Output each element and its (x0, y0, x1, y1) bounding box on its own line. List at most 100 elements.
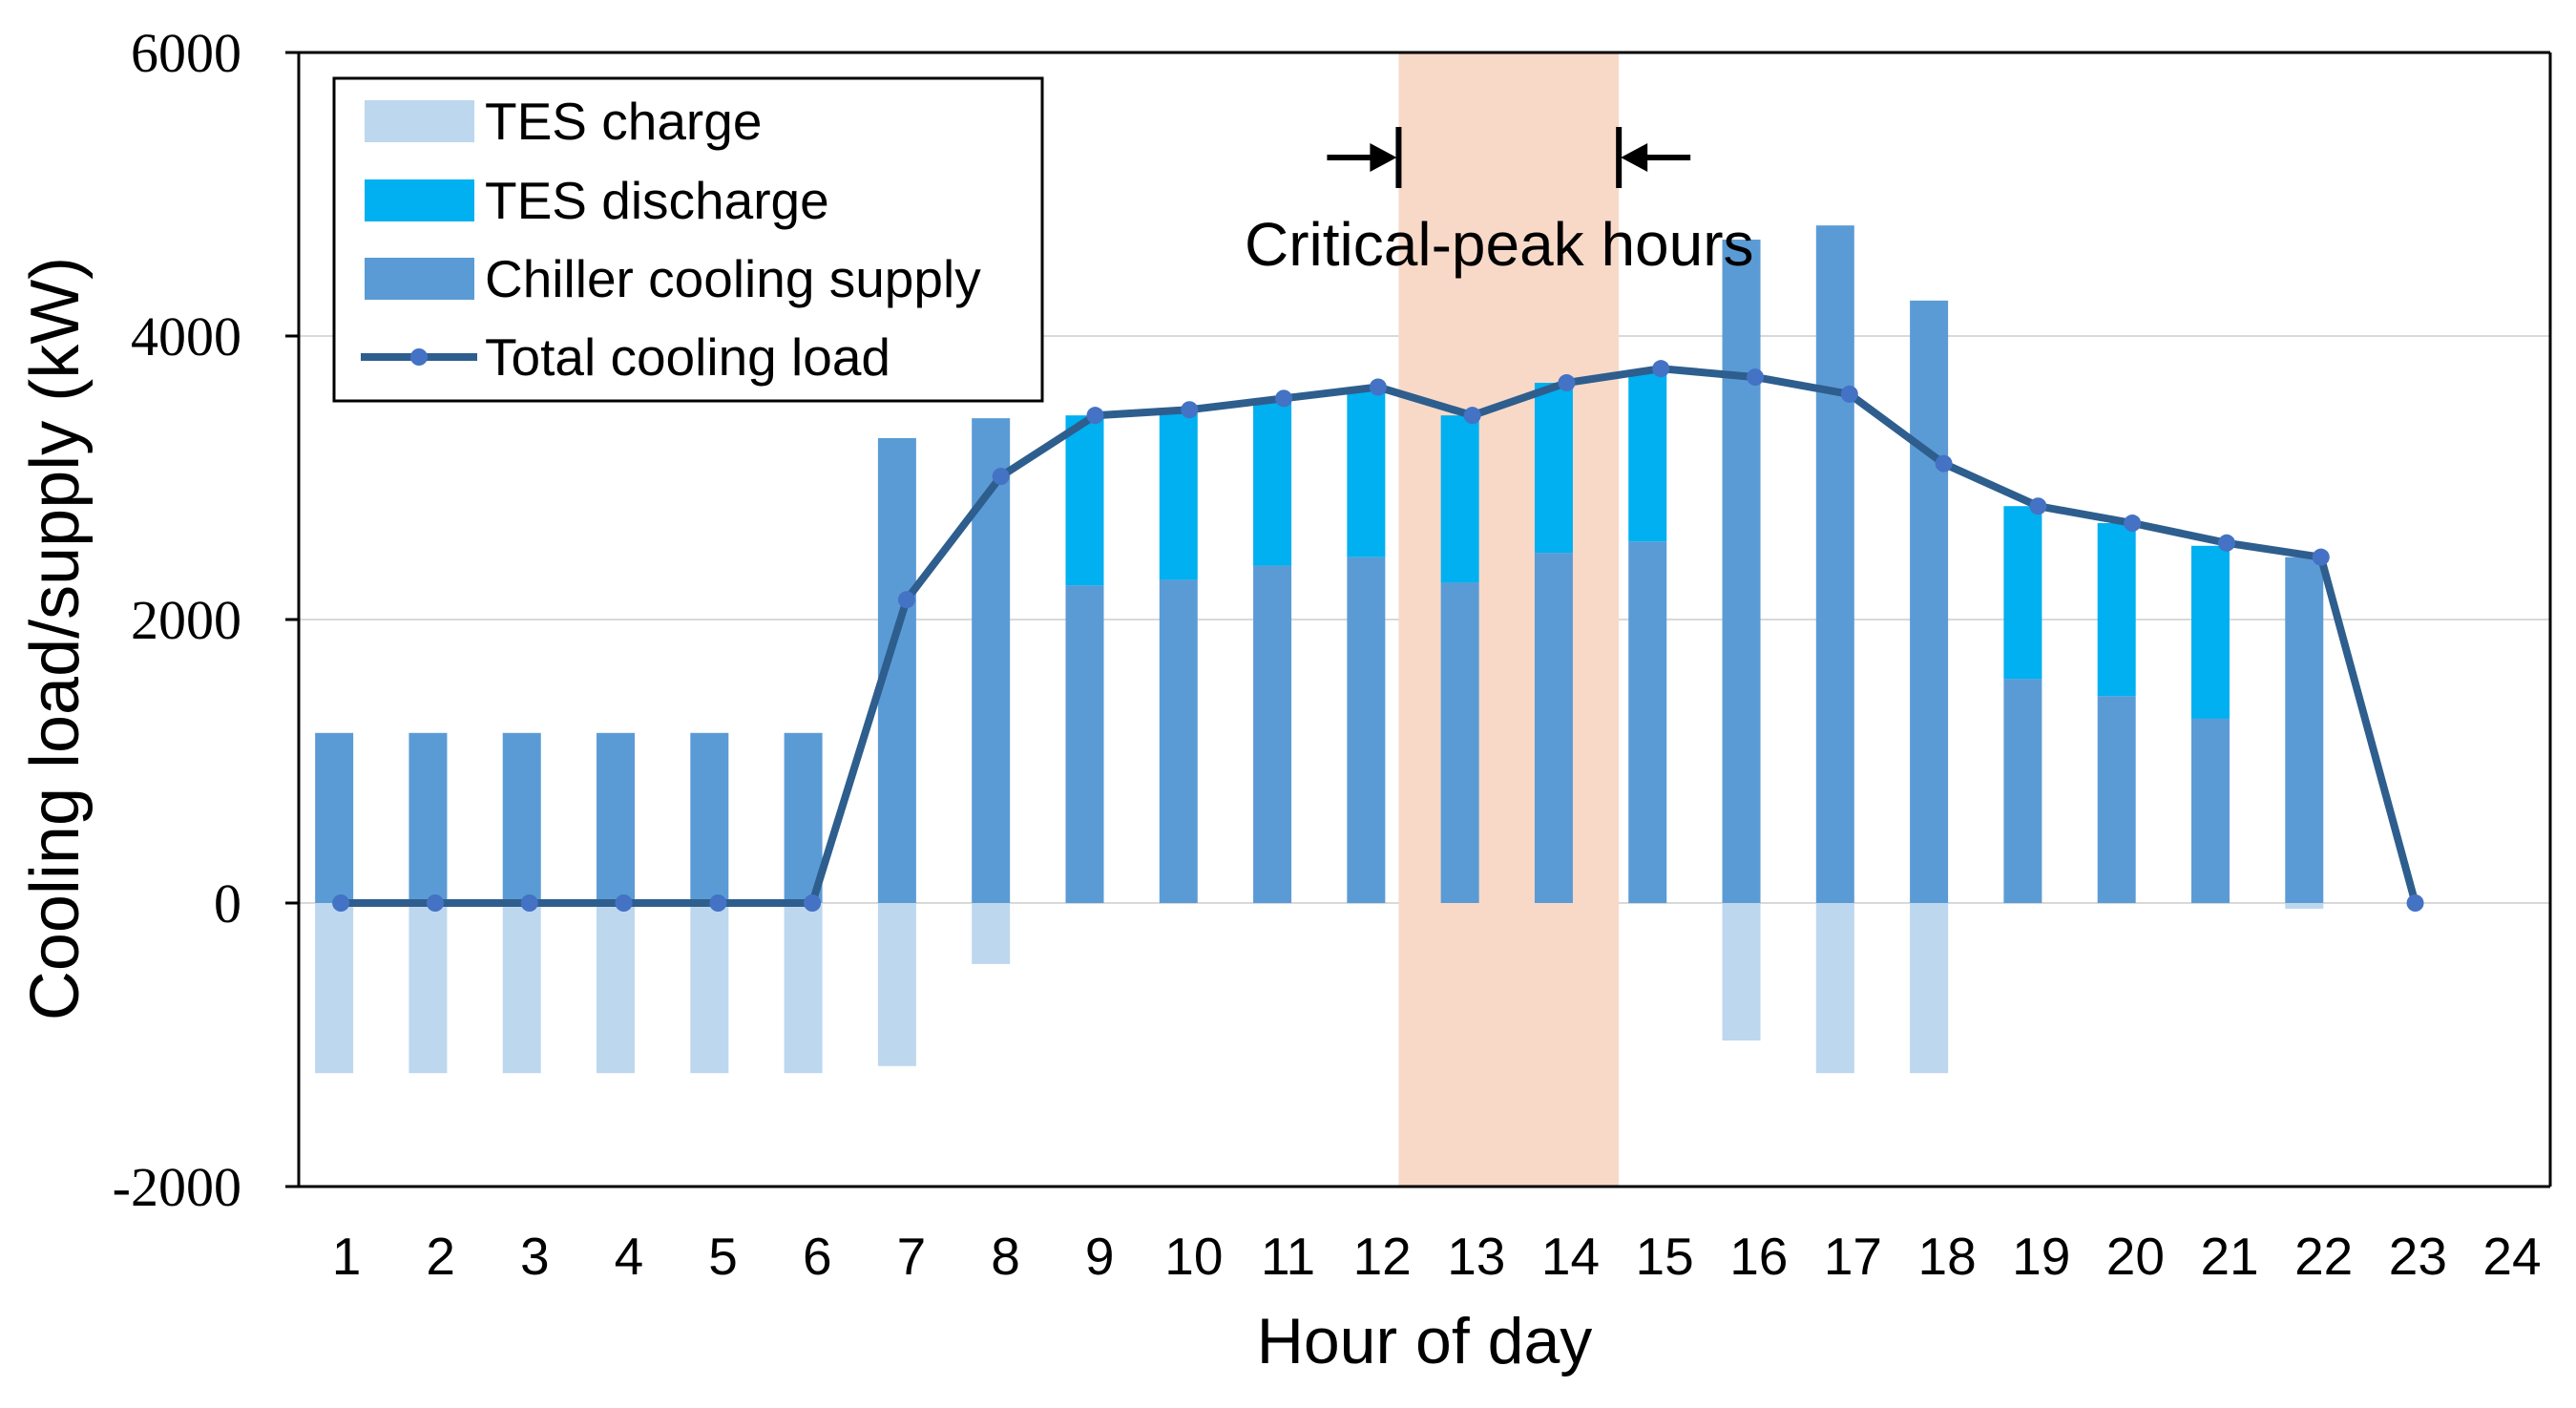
marker-total-cooling-load (332, 894, 350, 912)
bar-chiller-cooling-supply (1065, 585, 1104, 903)
x-tick-label: 11 (1261, 1227, 1315, 1286)
marker-total-cooling-load (426, 894, 444, 912)
y-tick-label: -2000 (113, 1156, 241, 1218)
bar-tes-discharge (2190, 545, 2230, 719)
marker-total-cooling-load (2029, 497, 2047, 515)
legend-label-total-cooling-load: Total cooling load (485, 327, 890, 387)
bar-chiller-cooling-supply (502, 732, 541, 903)
y-tick-label: 4000 (131, 305, 241, 368)
marker-total-cooling-load (1652, 360, 1670, 378)
x-tick-label: 7 (897, 1227, 927, 1286)
bar-chiller-cooling-supply (2190, 718, 2230, 903)
bar-tes-charge (690, 903, 729, 1074)
x-tick-label: 3 (520, 1227, 550, 1286)
bar-tes-charge (502, 903, 541, 1074)
y-tick-label: 6000 (131, 22, 241, 84)
x-tick-label: 19 (2012, 1227, 2070, 1286)
y-tick-label: 0 (214, 872, 241, 935)
bar-tes-discharge (1440, 415, 1479, 583)
bar-chiller-cooling-supply (408, 732, 448, 903)
marker-total-cooling-load (1840, 385, 1858, 403)
marker-total-cooling-load (520, 894, 538, 912)
bar-chiller-cooling-supply (1628, 541, 1667, 903)
legend-swatch-chiller-cooling-supply (365, 258, 474, 300)
bar-tes-discharge (1065, 415, 1104, 586)
legend-label-tes-discharge: TES discharge (485, 171, 829, 230)
y-tick-label: 2000 (131, 589, 241, 651)
bar-chiller-cooling-supply (2003, 679, 2042, 903)
bar-chiller-cooling-supply (1815, 225, 1854, 904)
critical-peak-shading (1398, 53, 1620, 1187)
x-tick-label: 14 (1541, 1227, 1600, 1286)
bar-chiller-cooling-supply (784, 732, 823, 903)
x-tick-label: 16 (1729, 1227, 1788, 1286)
bar-tes-charge (1722, 903, 1761, 1041)
marker-total-cooling-load (2406, 894, 2424, 912)
bar-tes-charge (597, 903, 636, 1074)
bar-chiller-cooling-supply (690, 732, 729, 903)
arrow-left-head (1370, 143, 1397, 172)
marker-total-cooling-load (1463, 407, 1481, 425)
legend-marker-total-cooling-load (410, 348, 428, 366)
x-tick-label: 4 (615, 1227, 644, 1286)
x-tick-label: 20 (2106, 1227, 2165, 1286)
x-tick-label: 21 (2200, 1227, 2258, 1286)
marker-total-cooling-load (1747, 368, 1765, 387)
x-tick-label: 1 (332, 1227, 362, 1286)
bar-tes-discharge (1253, 398, 1292, 566)
arrow-right-head (1621, 143, 1648, 172)
bar-chiller-cooling-supply (597, 732, 636, 903)
x-tick-label: 6 (803, 1227, 832, 1286)
bar-chiller-cooling-supply (1534, 553, 1573, 903)
bar-tes-charge (972, 903, 1011, 964)
x-tick-label: 23 (2389, 1227, 2447, 1286)
marker-total-cooling-load (2217, 534, 2235, 552)
bar-tes-charge (1910, 903, 1949, 1074)
legend-label-chiller-cooling-supply: Chiller cooling supply (485, 249, 981, 308)
marker-total-cooling-load (1086, 407, 1104, 425)
legend-swatch-tes-discharge (365, 179, 474, 221)
y-axis-title: Cooling load/supply (kW) (17, 257, 94, 1020)
x-tick-label: 24 (2482, 1227, 2541, 1286)
x-tick-label: 5 (708, 1227, 738, 1286)
x-axis-title: Hour of day (1257, 1305, 1593, 1377)
x-tick-label: 18 (1917, 1227, 1976, 1286)
marker-total-cooling-load (615, 894, 633, 912)
bar-chiller-cooling-supply (1253, 565, 1292, 903)
legend-swatch-tes-charge (365, 100, 474, 142)
bar-tes-charge (784, 903, 823, 1074)
bar-chiller-cooling-supply (315, 732, 354, 903)
marker-total-cooling-load (992, 468, 1010, 486)
legend: TES charge TES discharge Chiller cooling s… (332, 76, 1044, 403)
legend-label-tes-charge: TES charge (485, 92, 762, 151)
bar-chiller-cooling-supply (1440, 582, 1479, 903)
annotation-critical-peak-hours: Critical-peak hours (1245, 210, 1754, 279)
bar-chiller-cooling-supply (2097, 696, 2136, 903)
bar-chiller-cooling-supply (1159, 579, 1198, 903)
marker-total-cooling-load (1558, 374, 1576, 392)
x-tick-label: 9 (1085, 1227, 1115, 1286)
bar-tes-discharge (2097, 523, 2136, 697)
x-tick-label: 2 (426, 1227, 455, 1286)
bar-tes-discharge (1159, 412, 1198, 580)
bar-tes-charge (408, 903, 448, 1074)
marker-total-cooling-load (1275, 389, 1293, 408)
x-tick-label: 22 (2294, 1227, 2353, 1286)
marker-total-cooling-load (1935, 454, 1953, 473)
bar-chiller-cooling-supply (2285, 557, 2324, 903)
bar-tes-charge (315, 903, 354, 1074)
marker-total-cooling-load (2312, 548, 2330, 566)
bar-tes-discharge (2003, 506, 2042, 680)
x-tick-label: 8 (991, 1227, 1020, 1286)
bar-tes-charge (2285, 903, 2324, 909)
marker-total-cooling-load (1369, 378, 1387, 396)
marker-total-cooling-load (2124, 515, 2142, 533)
x-tick-label: 12 (1353, 1227, 1412, 1286)
bar-tes-charge (1815, 903, 1854, 1074)
marker-total-cooling-load (897, 591, 915, 609)
bar-tes-charge (877, 903, 916, 1066)
x-tick-label: 10 (1164, 1227, 1223, 1286)
bar-tes-discharge (1628, 371, 1667, 542)
